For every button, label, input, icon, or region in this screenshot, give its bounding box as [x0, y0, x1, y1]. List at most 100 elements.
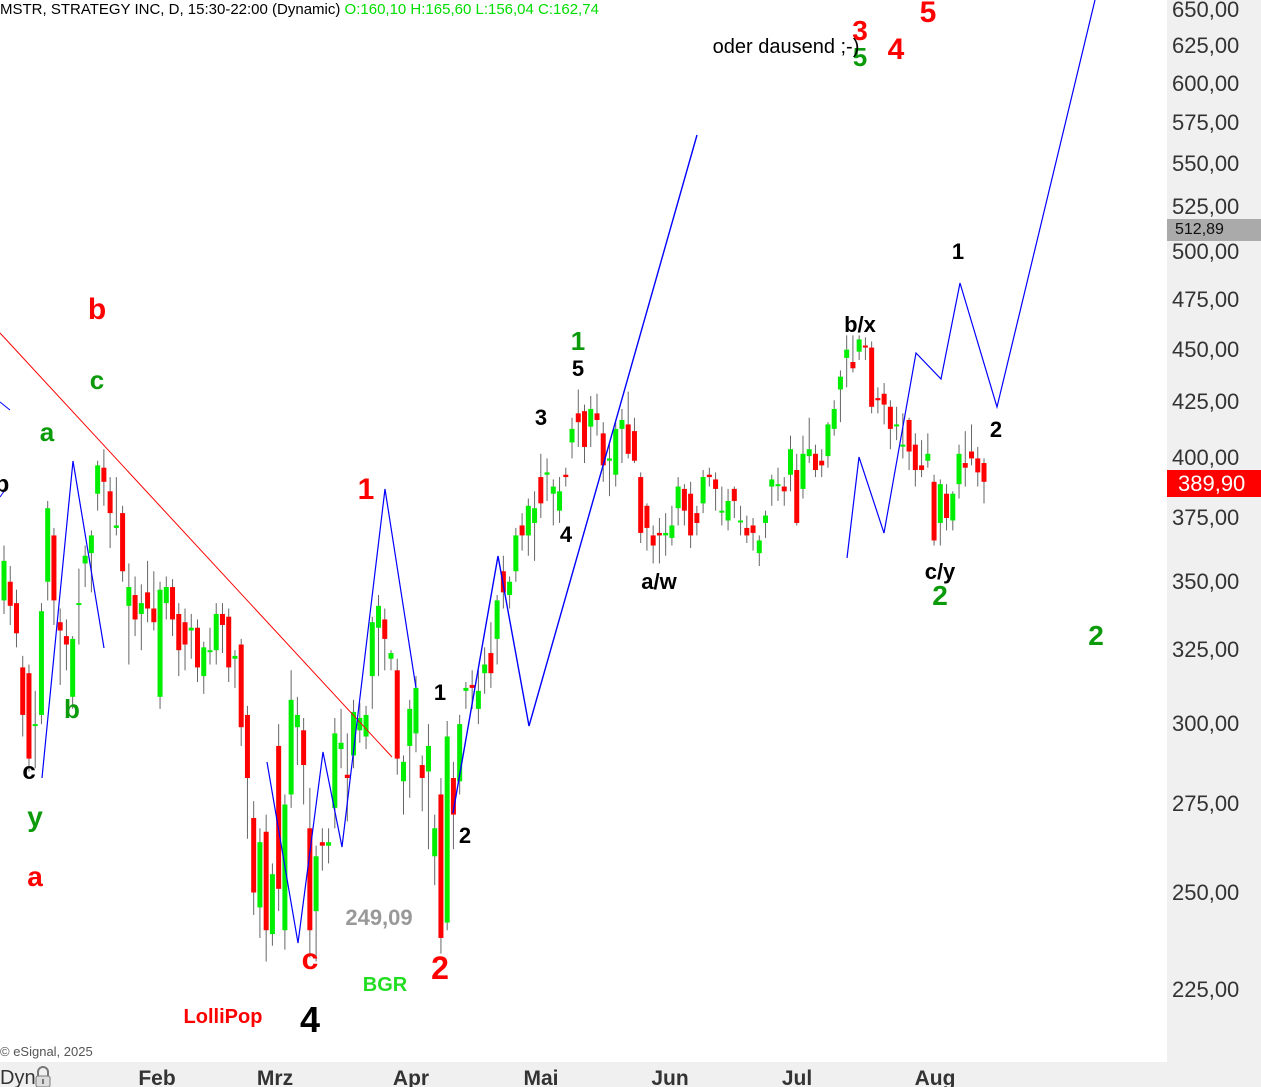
candle-body-up [88, 535, 94, 554]
blue-wave-path-apr[interactable] [452, 134, 698, 814]
candle [731, 486, 737, 519]
candle-body-down [713, 479, 719, 489]
candle-body-up [544, 472, 550, 475]
candle [13, 589, 19, 648]
time-axis[interactable]: Dyn Feb Mrz Apr Mai Jun Jul Aug [0, 1062, 1167, 1087]
candle [962, 431, 968, 487]
candle-body-down [681, 488, 687, 511]
candle-body-up [38, 611, 44, 715]
plot-area[interactable]: MSTR, STRATEGY INC, D, 15:30-22:00 (Dyna… [0, 0, 1167, 1062]
candle-body-down [563, 474, 569, 478]
candle [176, 603, 182, 677]
candle-body-up [357, 717, 363, 731]
candle [463, 681, 469, 709]
candle [232, 650, 238, 688]
candle [975, 446, 981, 487]
wave-label: c [89, 365, 105, 395]
price-tick-label: 550,00 [1172, 151, 1240, 177]
candle [582, 404, 588, 464]
blue-wave-path-left-2[interactable] [0, 489, 6, 498]
candle [344, 733, 350, 822]
candle-body-down [887, 406, 893, 429]
candle [38, 603, 44, 725]
candle [831, 400, 837, 436]
price-tick-label: 400,00 [1172, 445, 1240, 471]
candle [625, 391, 631, 459]
wave-label: b [87, 293, 107, 326]
candle [919, 440, 925, 478]
red-trendline[interactable] [0, 332, 393, 758]
candle [51, 527, 57, 625]
candle [182, 608, 188, 671]
blue-wave-path-left[interactable] [0, 401, 11, 411]
candle [844, 335, 850, 388]
candle [151, 571, 157, 631]
candle [276, 724, 282, 912]
candle [881, 383, 887, 425]
candle [244, 705, 250, 839]
candle [769, 474, 775, 506]
candle-body-down [625, 424, 631, 454]
lock-icon[interactable] [34, 1066, 52, 1087]
copyright: © eSignal, 2025 [0, 1044, 93, 1059]
blue-wave-path-jul[interactable] [846, 0, 1096, 559]
candle [101, 449, 107, 506]
candle [819, 449, 825, 478]
price-tick-label: 575,00 [1172, 110, 1240, 136]
candle-body-up [232, 655, 238, 659]
candle-body-down [7, 581, 13, 606]
candle-body-down [656, 532, 662, 536]
candle [219, 603, 225, 654]
price-axis[interactable]: 650,00 625,00 600,00 575,00 550,00 525,00 500,… [1167, 0, 1261, 1087]
candle-body-up [900, 444, 906, 447]
wave-label: 1 [433, 680, 447, 705]
candle-body-down [26, 673, 32, 759]
candle-body-up [288, 699, 294, 795]
candle [363, 705, 369, 750]
candle [700, 470, 706, 514]
candle-body-up [856, 339, 862, 352]
candle-body-down [382, 619, 388, 639]
blue-wave-path-mar[interactable] [266, 488, 417, 944]
candle-body-down [57, 622, 63, 631]
candle-body-up [775, 484, 781, 487]
candle [507, 576, 513, 609]
candle [756, 535, 762, 567]
month-label: Jul [781, 1067, 813, 1087]
blue-wave-path-jan[interactable] [41, 460, 105, 779]
candle-body-up [719, 510, 725, 513]
candle [594, 393, 600, 436]
candle-body-up [831, 408, 837, 429]
candle-body-down [881, 393, 887, 405]
candle [407, 699, 413, 798]
candle-body-down [519, 525, 525, 536]
candle-body-down [931, 481, 937, 541]
candle-body-up [613, 428, 619, 475]
candle [319, 828, 325, 871]
candle-body-down [469, 684, 475, 688]
comment-label: oder dausend ;-) [712, 36, 860, 58]
candle-body-down [182, 622, 188, 645]
candle [388, 650, 394, 671]
candle [706, 467, 712, 487]
wave-label: 2 [989, 417, 1003, 442]
candle-body-down [101, 467, 107, 482]
candle [675, 477, 681, 526]
candle-body-down [944, 493, 950, 519]
candlestick-chart [0, 0, 1096, 962]
price-tick-label: 475,00 [1172, 286, 1240, 312]
candle [825, 422, 831, 468]
candle-body-down [582, 411, 588, 447]
candle [713, 472, 719, 511]
wave-label: a [27, 861, 43, 892]
marker-price-box: 512,89 [1167, 219, 1261, 241]
candle [519, 513, 525, 551]
candle-body-up [95, 465, 101, 494]
bgr-label: BGR [362, 974, 408, 996]
wave-label: b [64, 694, 80, 724]
candle [163, 576, 169, 620]
candle-body-down [981, 463, 987, 482]
candle [45, 500, 51, 601]
candle [688, 481, 694, 549]
